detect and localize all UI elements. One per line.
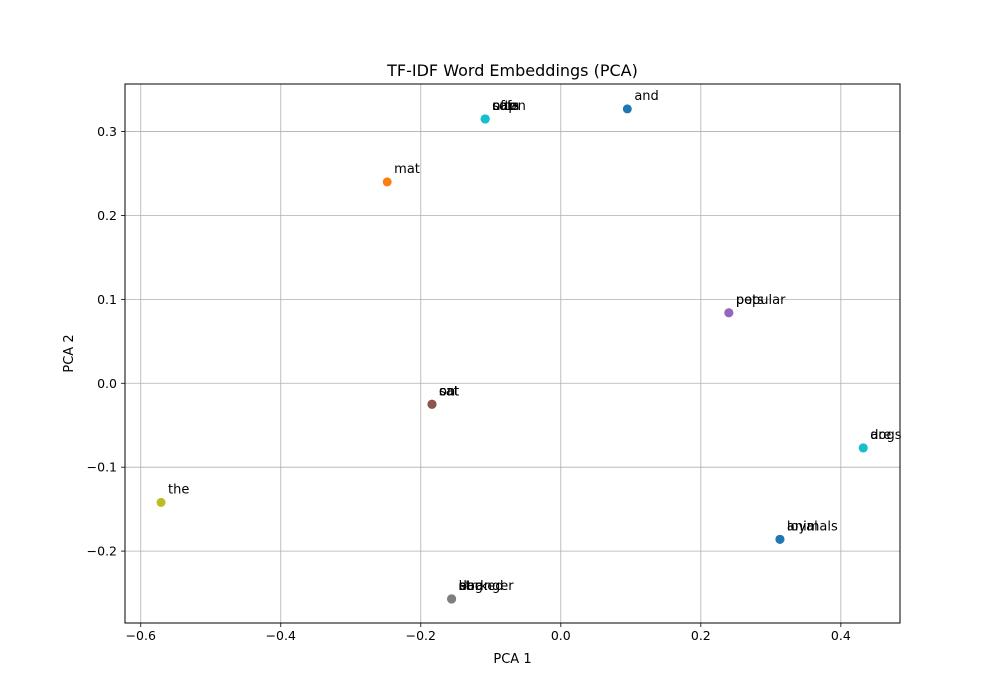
y-axis-label: PCA 2 — [62, 334, 77, 372]
y-tick-label: 0.1 — [97, 292, 117, 307]
point-label-on: on — [439, 384, 455, 399]
chart-title: TF-IDF Word Embeddings (PCA) — [386, 61, 638, 80]
data-point-stranger — [447, 594, 457, 604]
y-tick-label: −0.1 — [87, 460, 117, 475]
point-label-cats: cats — [492, 99, 519, 114]
data-point-and — [622, 104, 632, 114]
point-label-and: and — [634, 89, 658, 104]
point-label-stranger: stranger — [459, 579, 515, 594]
point-label-pets: pets — [736, 293, 764, 308]
point-label-often: often — [492, 99, 526, 114]
x-tick-label: 0.0 — [551, 628, 571, 643]
x-tick-label: −0.6 — [126, 628, 156, 643]
data-point-popular — [724, 308, 734, 318]
x-tick-label: 0.2 — [691, 628, 711, 643]
data-point-sofa — [480, 114, 490, 124]
y-tick-label: 0.3 — [97, 124, 117, 139]
point-label-barked: barked — [459, 579, 504, 594]
data-point-the — [156, 497, 166, 507]
gridlines — [125, 84, 900, 623]
x-tick-label: 0.4 — [831, 628, 851, 643]
y-tick-label: −0.2 — [87, 544, 117, 559]
point-label-mat: mat — [394, 162, 420, 177]
data-point-sat — [427, 399, 437, 409]
x-tick-label: −0.2 — [406, 628, 436, 643]
y-tick-label: 0.2 — [97, 208, 117, 223]
point-label-at: at — [459, 579, 472, 594]
plot-frame — [124, 83, 901, 624]
data-point-mat — [382, 177, 392, 187]
x-tick-label: −0.4 — [266, 628, 296, 643]
point-label-dog: dog — [459, 579, 483, 594]
point-label-cat: cat — [439, 384, 459, 399]
data-points — [156, 104, 868, 604]
point-label-animals: animals — [787, 519, 838, 534]
point-label-dogs: dogs — [870, 428, 901, 443]
data-point-dogs — [858, 443, 868, 453]
axis-ticks: −0.6 −0.4 −0.2 0.0 0.2 0.4 −0.2 −0.1 0.0 0.1 0.2 0.… — [87, 124, 851, 643]
point-labels: andanimalsloyalaredogsmatpetspopularcato… — [168, 89, 902, 594]
point-label-popular: popular — [736, 293, 786, 308]
point-label-the: the — [168, 482, 189, 497]
plot-area — [125, 84, 900, 623]
data-point-loyal — [775, 534, 785, 544]
point-label-are: are — [870, 428, 891, 443]
x-axis-label: PCA 1 — [493, 652, 531, 667]
point-label-loyal: loyal — [787, 519, 818, 534]
point-label-nap: nap — [492, 99, 516, 114]
point-label-sofa: sofa — [492, 99, 519, 114]
point-label-sat: sat — [439, 384, 459, 399]
y-tick-label: 0.0 — [97, 376, 117, 391]
